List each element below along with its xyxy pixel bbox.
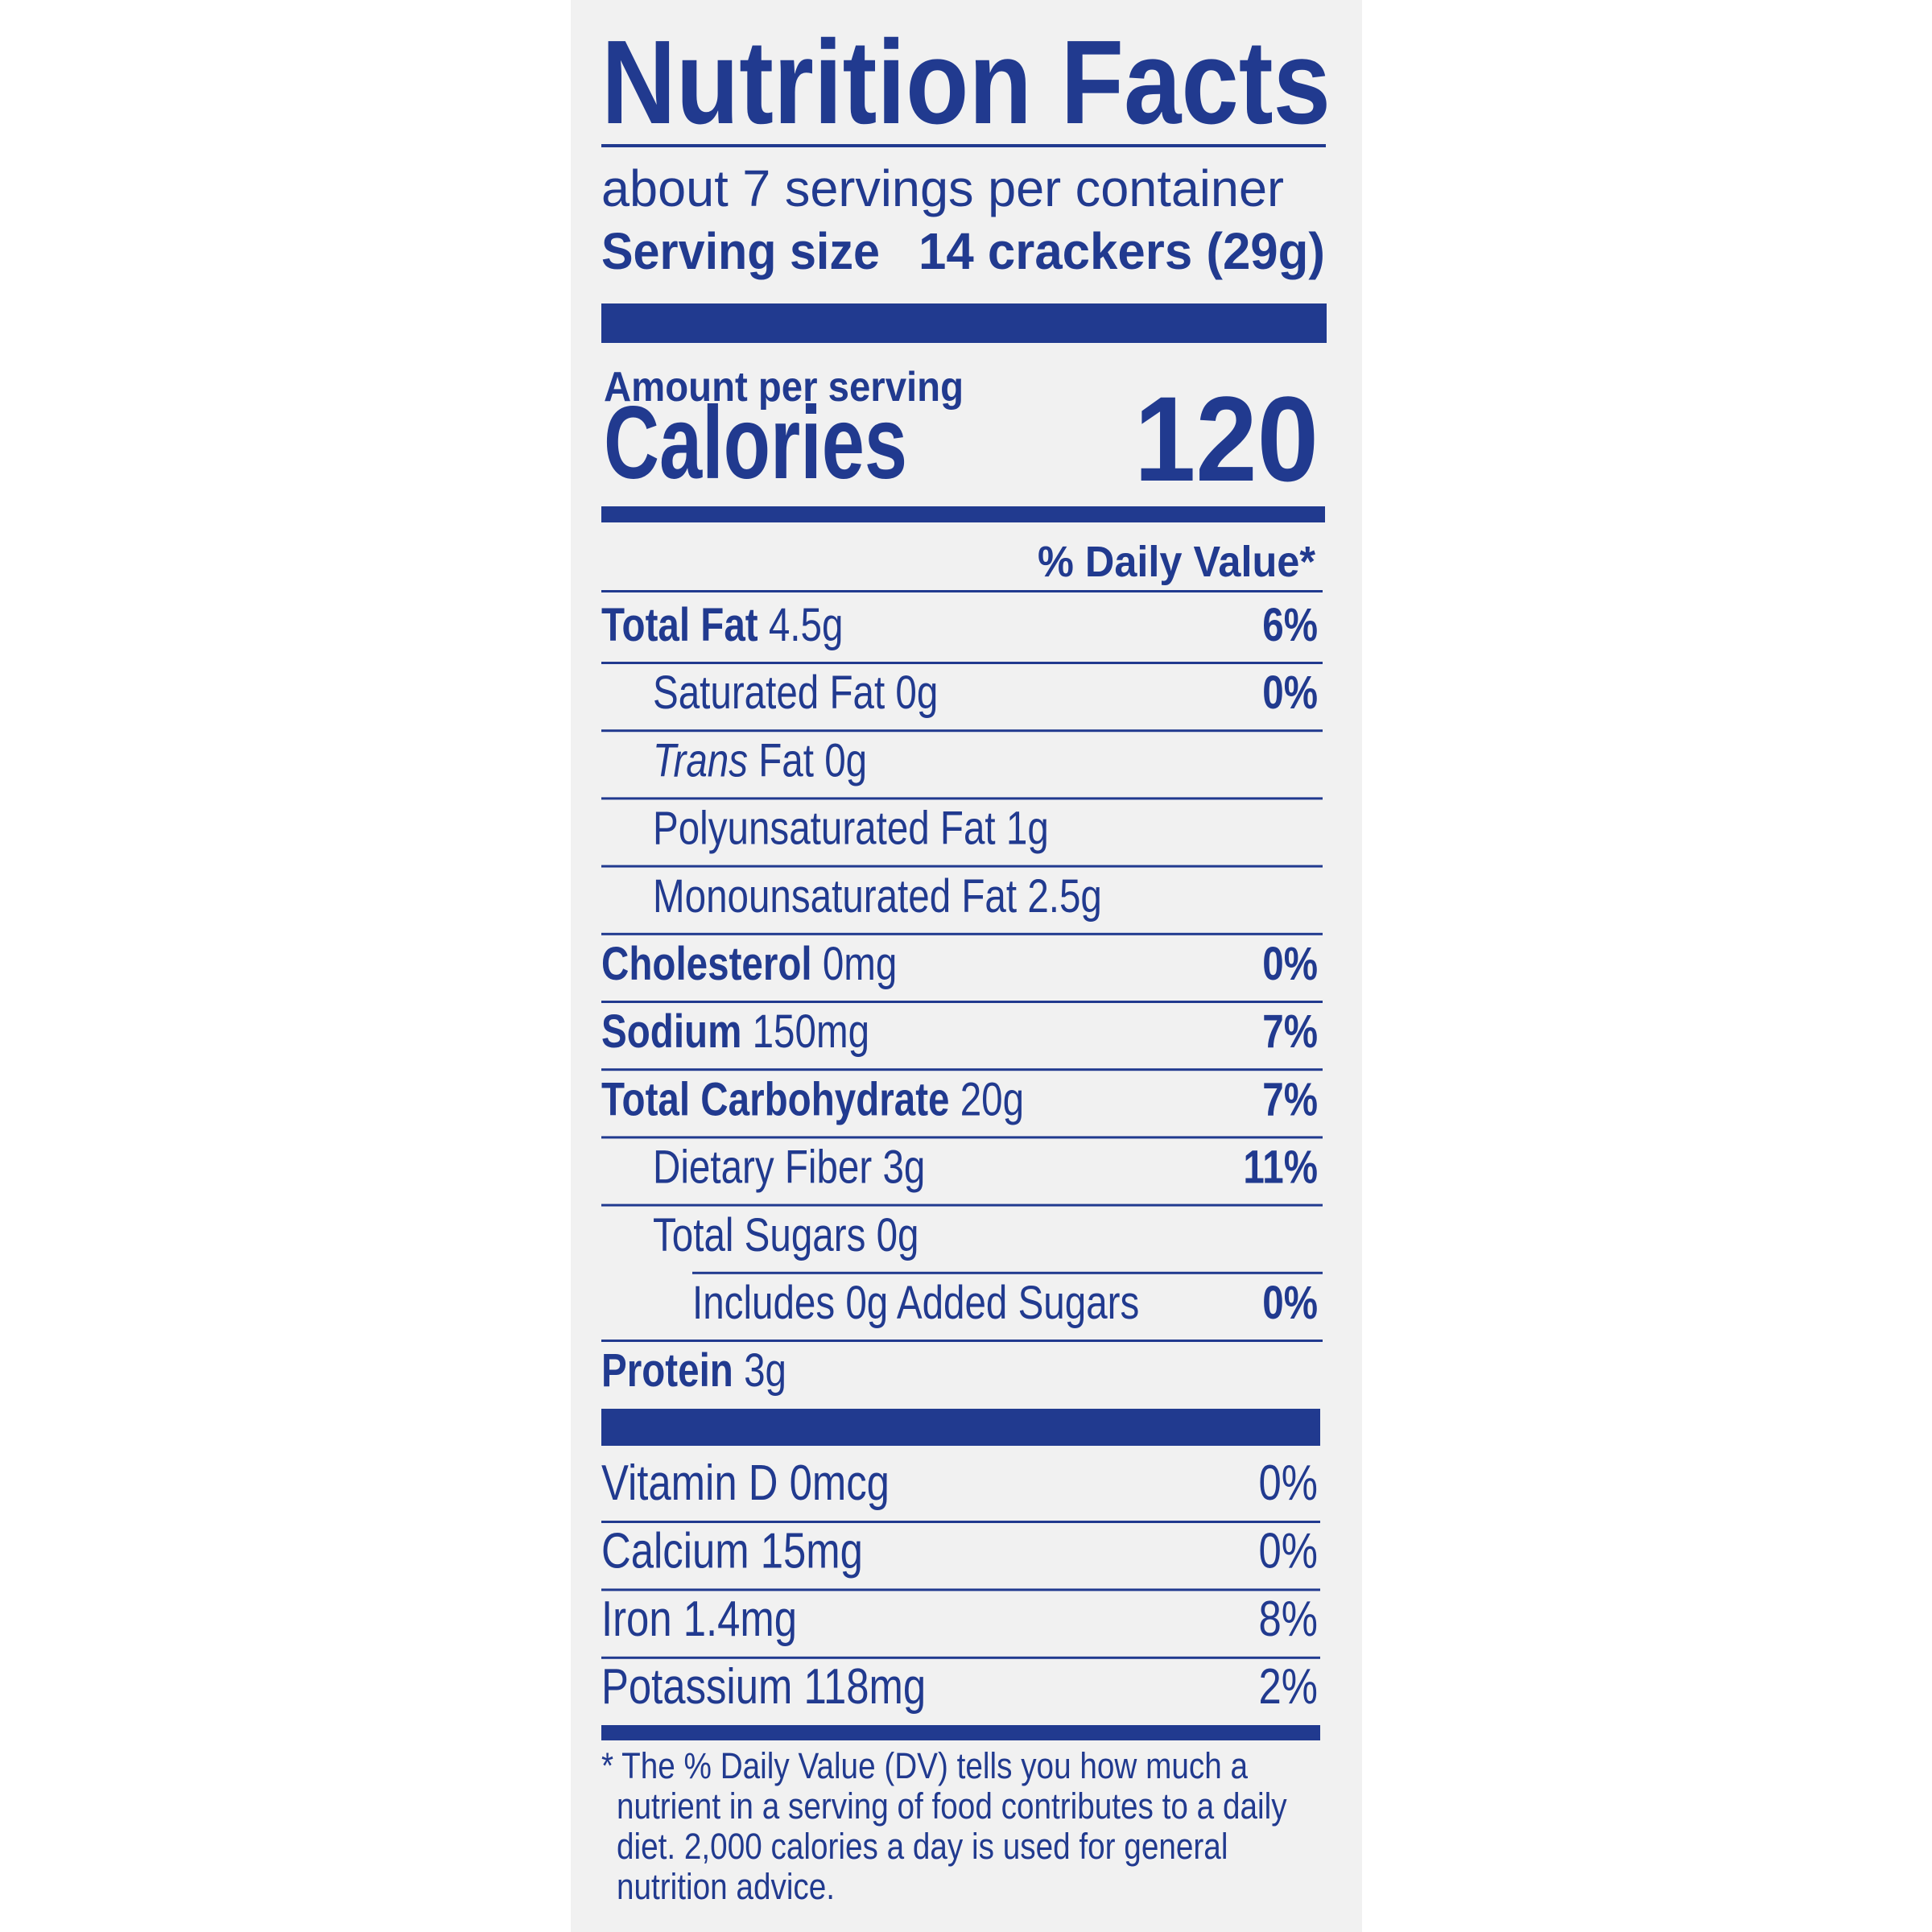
- italic-word: Trans: [653, 734, 748, 786]
- footnote: * The % Daily Value (DV) tells you how m…: [601, 1745, 1287, 1907]
- rule: [601, 1656, 1320, 1659]
- thick-bar: [601, 303, 1327, 343]
- nutrient-name: Polyunsaturated Fat: [653, 803, 996, 855]
- daily-value: 7%: [1262, 1005, 1318, 1058]
- daily-value: 0%: [1262, 667, 1318, 719]
- thick-bar: [601, 1409, 1320, 1446]
- nutrient-line: Trans Fat 0g: [653, 734, 867, 786]
- daily-value: 0%: [1262, 1277, 1318, 1329]
- serving-size-label: Serving size: [601, 222, 880, 280]
- amount-per-serving: Amount per serving: [604, 364, 964, 411]
- vitamin-dv: 0%: [1259, 1455, 1318, 1511]
- nutrient-line: Saturated Fat 0g: [653, 667, 938, 719]
- calories-value: 120: [1134, 371, 1319, 506]
- nutrient-amount: 0g: [877, 1209, 919, 1261]
- vitamin-dv: 2%: [1259, 1659, 1318, 1715]
- vitamin-name: Iron 1.4mg: [601, 1591, 797, 1647]
- daily-value: 11%: [1243, 1141, 1318, 1194]
- nutrient-amount: 0mg: [823, 938, 898, 990]
- nutrient-rows: Total Fat 4.5g 6% Saturated Fat 0g 0% Trans …: [601, 599, 1323, 1397]
- rule: [601, 1136, 1323, 1139]
- vitamin-dv: 0%: [1259, 1523, 1318, 1579]
- medium-bar: [601, 506, 1325, 522]
- serving-size-value: 14 crackers (29g): [919, 222, 1325, 280]
- nutrient-name: Saturated Fat: [653, 667, 885, 719]
- nutrient-name: Cholesterol: [601, 938, 812, 990]
- nutrient-line: Polyunsaturated Fat 1g: [653, 803, 1049, 855]
- calories-label: Calories: [604, 386, 907, 501]
- nutrient-name: Sodium: [601, 1005, 741, 1058]
- rule: [601, 1068, 1323, 1071]
- nutrient-line: Total Fat 4.5g: [601, 599, 843, 651]
- nutrient-amount: 3g: [744, 1344, 786, 1397]
- daily-value-header: % Daily Value*: [1038, 538, 1315, 586]
- rule: [601, 144, 1326, 147]
- rule: [692, 1271, 1323, 1274]
- footnote-line: nutrition advice.: [617, 1866, 835, 1907]
- daily-value: 0%: [1262, 938, 1318, 990]
- rule: [601, 1340, 1323, 1342]
- daily-value: 6%: [1262, 599, 1318, 651]
- vitamin-name: Calcium 15mg: [601, 1523, 863, 1579]
- footnote-line: diet. 2,000 calories a day is used for g…: [617, 1826, 1228, 1867]
- nutrient-name: Total Sugars: [653, 1209, 865, 1261]
- vitamin-name: Potassium 118mg: [601, 1659, 926, 1715]
- nutrient-line: Total Carbohydrate 20g: [601, 1073, 1024, 1125]
- nutrient-amount: 1g: [1006, 803, 1049, 855]
- word: Fat: [748, 734, 814, 786]
- rule: [601, 797, 1323, 800]
- nutrient-name: Includes 0g Added Sugars: [692, 1277, 1139, 1329]
- nutrient-amount: 0g: [895, 667, 938, 719]
- nutrient-amount: 20g: [960, 1073, 1024, 1125]
- vitamin-dv: 8%: [1259, 1591, 1318, 1647]
- vitamin-name: Vitamin D 0mcg: [601, 1455, 890, 1511]
- nutrient-amount: 2.5g: [1027, 870, 1102, 923]
- rule: [601, 1203, 1323, 1207]
- servings: about 7 servings per container: [601, 159, 1284, 217]
- nutrient-amount: 4.5g: [769, 599, 844, 651]
- rule: [601, 865, 1323, 868]
- rule: [601, 729, 1323, 733]
- nutrient-name: Trans Fat: [653, 734, 814, 786]
- nutrient-name: Total Fat: [601, 599, 758, 651]
- nutrient-amount: 0g: [824, 734, 867, 786]
- medium-bar: [601, 1725, 1320, 1740]
- title: Nutrition Facts: [601, 16, 1331, 149]
- vitamin-rows: Vitamin D 0mcg 0% Calcium 15mg 0% Iron 1.4mg…: [601, 1455, 1320, 1715]
- rule: [601, 1521, 1320, 1523]
- nutrient-line: Dietary Fiber 3g: [653, 1141, 925, 1194]
- nutrient-line: Sodium 150mg: [601, 1005, 869, 1058]
- daily-value: 7%: [1262, 1073, 1318, 1125]
- nutrient-name: Total Carbohydrate: [601, 1073, 949, 1125]
- nutrient-name: Protein: [601, 1344, 733, 1397]
- footnote-line: nutrient in a serving of food contribute…: [617, 1785, 1287, 1827]
- footnote-line: * The % Daily Value (DV) tells you how m…: [601, 1745, 1249, 1786]
- nutrient-amount: 150mg: [753, 1005, 869, 1058]
- rule: [601, 1588, 1320, 1591]
- nutrient-amount: 3g: [882, 1141, 925, 1194]
- rule: [601, 590, 1323, 592]
- nutrient-name: Dietary Fiber: [653, 1141, 872, 1194]
- nutrient-line: Protein 3g: [601, 1344, 786, 1397]
- rule: [601, 662, 1323, 664]
- nutrient-line: Includes 0g Added Sugars: [692, 1277, 1139, 1329]
- nutrient-line: Cholesterol 0mg: [601, 938, 897, 990]
- rule: [601, 1001, 1323, 1003]
- nutrient-line: Total Sugars 0g: [653, 1209, 919, 1261]
- nutrient-line: Monounsaturated Fat 2.5g: [653, 870, 1102, 923]
- nutrient-name: Monounsaturated Fat: [653, 870, 1017, 923]
- rule: [601, 932, 1323, 935]
